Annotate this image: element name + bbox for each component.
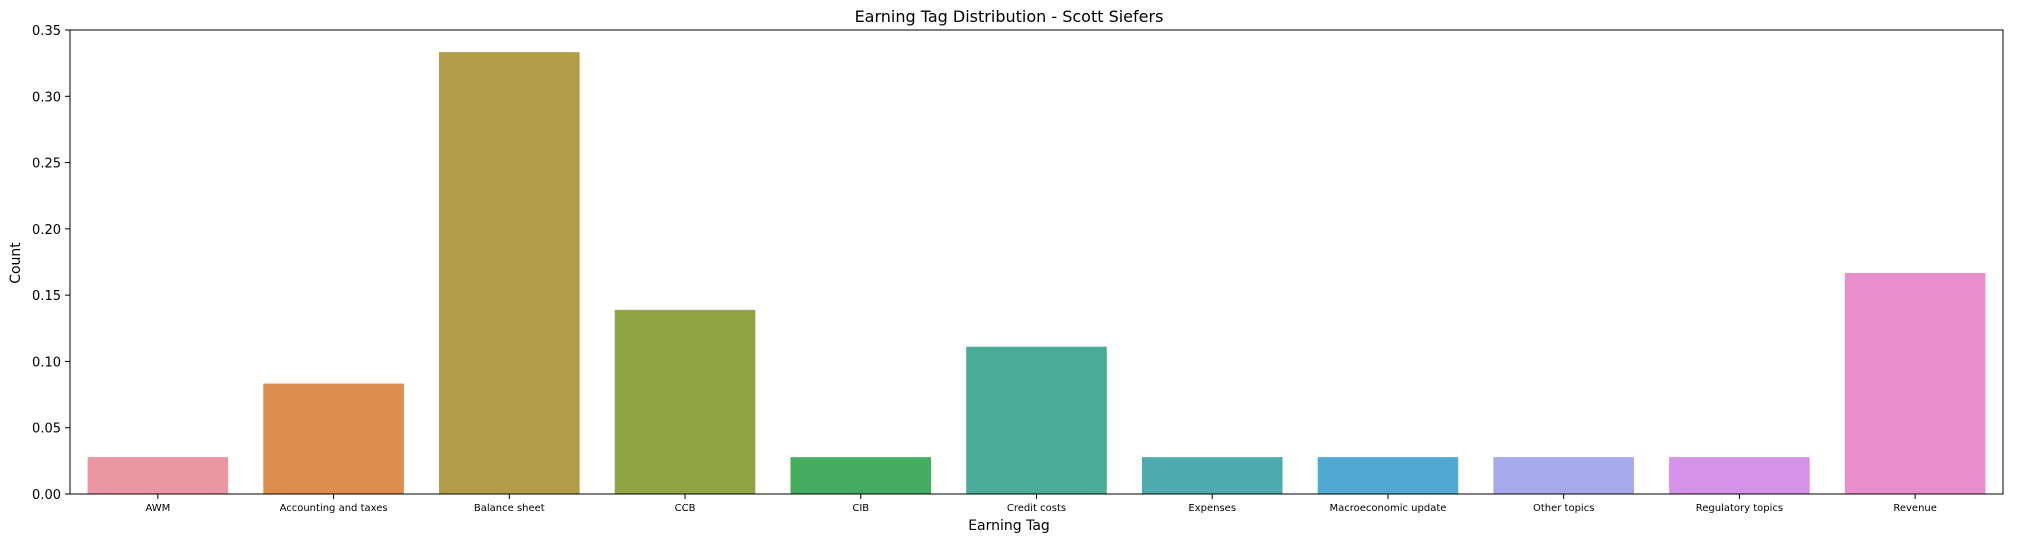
x-tick-label: AWM <box>145 503 170 514</box>
x-tick-label: Revenue <box>1893 503 1937 514</box>
axes-frame <box>69 29 2004 495</box>
x-tick-label: CIB <box>852 503 869 514</box>
y-tick-label: 0.20 <box>32 223 61 238</box>
y-tick-label: 0.00 <box>32 488 61 503</box>
bar <box>1669 457 1810 494</box>
y-tick-label: 0.25 <box>32 157 61 172</box>
x-tick-label: Other topics <box>1533 503 1594 514</box>
plot-area: AWM Accounting and taxes Balance sheet CCB C… <box>32 24 2004 514</box>
bar <box>614 309 756 494</box>
y-tick-label: 0.15 <box>32 289 61 304</box>
x-tick-label: Credit costs <box>1007 503 1066 514</box>
x-tick-label: Regulatory topics <box>1696 503 1783 514</box>
y-tick-label: 0.30 <box>32 90 61 105</box>
y-tick-label: 0.10 <box>32 355 61 370</box>
bar <box>966 346 1107 494</box>
y-tick-label: 0.35 <box>32 24 61 39</box>
chart-title: Earning Tag Distribution - Scott Siefers <box>855 7 1164 26</box>
bar <box>1141 457 1283 494</box>
bar <box>263 383 404 494</box>
y-axis-label: Count <box>8 242 24 284</box>
bar <box>1317 457 1459 494</box>
bar <box>1844 273 1986 494</box>
x-tick-label: Macroeconomic update <box>1329 503 1446 514</box>
bar <box>439 52 580 494</box>
x-tick-label: Accounting and taxes <box>280 503 388 514</box>
x-tick-label: Expenses <box>1188 503 1236 514</box>
x-axis-label: Earning Tag <box>968 518 1050 534</box>
bar <box>790 457 932 494</box>
x-tick-label: Balance sheet <box>474 503 545 514</box>
bar <box>1493 457 1634 494</box>
x-tick-label: CCB <box>675 503 696 514</box>
y-tick-label: 0.05 <box>32 422 61 437</box>
bar <box>87 457 229 494</box>
